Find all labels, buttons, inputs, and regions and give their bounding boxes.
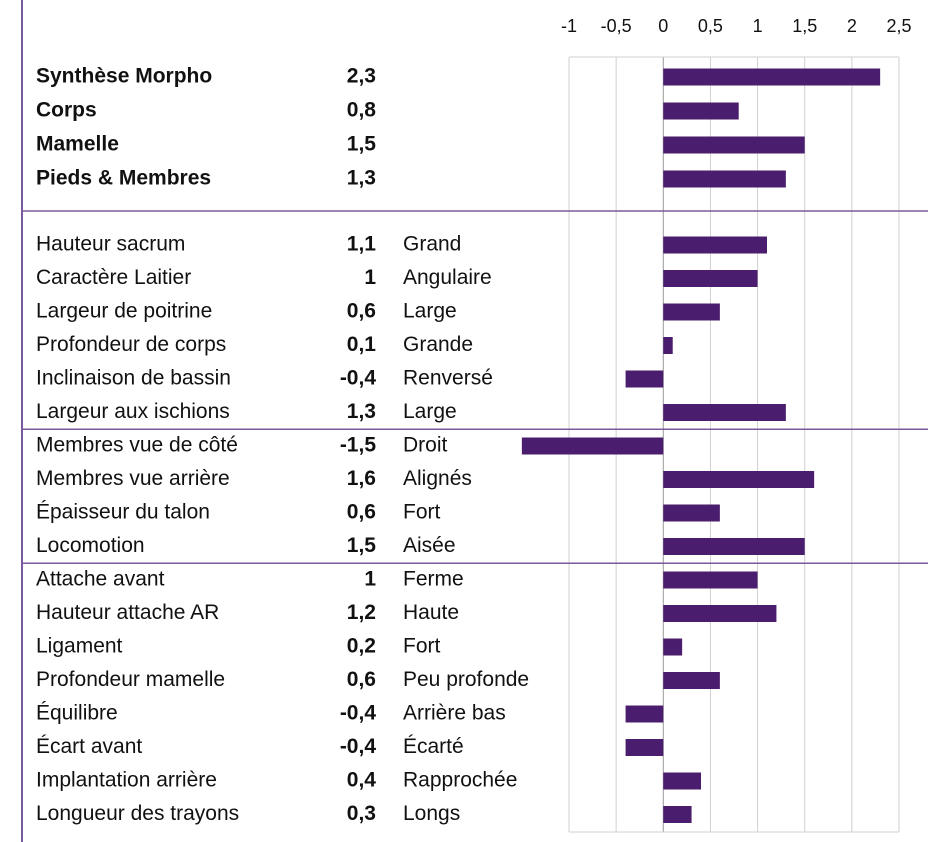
- value-label: 1,5: [347, 534, 377, 557]
- x-tick-label: 1,5: [792, 16, 817, 36]
- bar: [663, 337, 673, 354]
- row-label: Pieds & Membres: [36, 167, 211, 190]
- row-label: Hauteur attache AR: [36, 601, 219, 624]
- value-label: 1,1: [347, 233, 377, 256]
- row-label: Hauteur sacrum: [36, 233, 185, 256]
- bar: [625, 705, 664, 723]
- row-label: Largeur aux ischions: [36, 400, 230, 423]
- descriptor: Ferme: [403, 568, 464, 591]
- descriptor: Écarté: [403, 735, 464, 758]
- row-label: Attache avant: [36, 568, 165, 591]
- x-tick-label: 0,5: [698, 16, 723, 36]
- x-tick-label: 2,5: [886, 16, 911, 36]
- bar: [663, 170, 786, 188]
- descriptor: Aisée: [403, 534, 456, 557]
- bar: [625, 739, 664, 756]
- value-label: -0,4: [340, 367, 377, 390]
- value-label: -0,4: [340, 702, 377, 725]
- value-label: 0,6: [347, 668, 376, 691]
- row-label: Corps: [36, 99, 97, 122]
- descriptor: Fort: [403, 635, 441, 658]
- bar: [663, 102, 739, 120]
- row-label: Membres vue arrière: [36, 467, 230, 490]
- value-label: 1,2: [347, 601, 376, 624]
- value-label: 0,1: [347, 333, 377, 356]
- bar: [663, 672, 720, 689]
- row-label: Écart avant: [36, 735, 142, 758]
- row-label: Profondeur mamelle: [36, 668, 225, 691]
- bar: [663, 504, 720, 522]
- value-label: -0,4: [340, 735, 377, 758]
- bar: [625, 370, 664, 388]
- descriptor: Angulaire: [403, 266, 492, 289]
- descriptor: Arrière bas: [403, 702, 506, 725]
- value-label: -1,5: [340, 434, 377, 457]
- bar: [663, 236, 767, 254]
- x-tick-label: 2: [847, 16, 857, 36]
- bar: [663, 806, 692, 823]
- value-label: 0,4: [347, 769, 377, 792]
- x-tick-label: -1: [561, 16, 577, 36]
- x-tick-label: -0,5: [601, 16, 632, 36]
- descriptor: Peu profonde: [403, 668, 529, 691]
- bar: [521, 437, 664, 455]
- value-label: 1: [364, 568, 376, 591]
- bar: [663, 270, 758, 287]
- bar: [663, 136, 805, 154]
- value-label: 1,5: [347, 133, 377, 156]
- row-label: Mamelle: [36, 133, 119, 156]
- value-label: 2,3: [347, 65, 376, 88]
- value-label: 1,3: [347, 400, 376, 423]
- descriptor: Droit: [403, 434, 448, 457]
- row-label: Implantation arrière: [36, 769, 217, 792]
- bar: [663, 571, 758, 589]
- descriptor: Haute: [403, 601, 459, 624]
- descriptor: Large: [403, 300, 457, 323]
- bar: [663, 538, 805, 555]
- descriptor: Rapprochée: [403, 769, 517, 792]
- value-label: 1: [364, 266, 376, 289]
- x-tick-label: 1: [753, 16, 763, 36]
- descriptor: Longs: [403, 802, 460, 825]
- descriptor: Grand: [403, 233, 461, 256]
- bar: [663, 471, 815, 488]
- bar: [663, 68, 881, 86]
- row-label: Inclinaison de bassin: [36, 367, 231, 390]
- row-label: Longueur des trayons: [36, 802, 239, 825]
- descriptor: Renversé: [403, 367, 493, 390]
- bar: [663, 772, 701, 790]
- value-label: 1,3: [347, 167, 376, 190]
- row-label: Synthèse Morpho: [36, 65, 212, 88]
- row-label: Largeur de poitrine: [36, 300, 212, 323]
- bar: [663, 404, 786, 421]
- x-tick-label: 0: [658, 16, 668, 36]
- value-label: 0,3: [347, 802, 376, 825]
- bar: [663, 303, 720, 321]
- bar: [663, 605, 777, 622]
- value-label: 0,6: [347, 501, 376, 524]
- value-label: 0,2: [347, 635, 376, 658]
- value-label: 1,6: [347, 467, 376, 490]
- row-label: Équilibre: [36, 702, 118, 725]
- value-label: 0,8: [347, 99, 377, 122]
- descriptor: Fort: [403, 501, 441, 524]
- row-label: Profondeur de corps: [36, 333, 226, 356]
- row-label: Membres vue de côté: [36, 434, 238, 457]
- row-label: Ligament: [36, 635, 123, 658]
- value-label: 0,6: [347, 300, 376, 323]
- row-label: Caractère Laitier: [36, 266, 191, 289]
- descriptor: Alignés: [403, 467, 472, 490]
- row-label: Épaisseur du talon: [36, 501, 210, 524]
- descriptor: Grande: [403, 333, 473, 356]
- row-label: Locomotion: [36, 534, 145, 557]
- descriptor: Large: [403, 400, 457, 423]
- bar: [663, 638, 683, 656]
